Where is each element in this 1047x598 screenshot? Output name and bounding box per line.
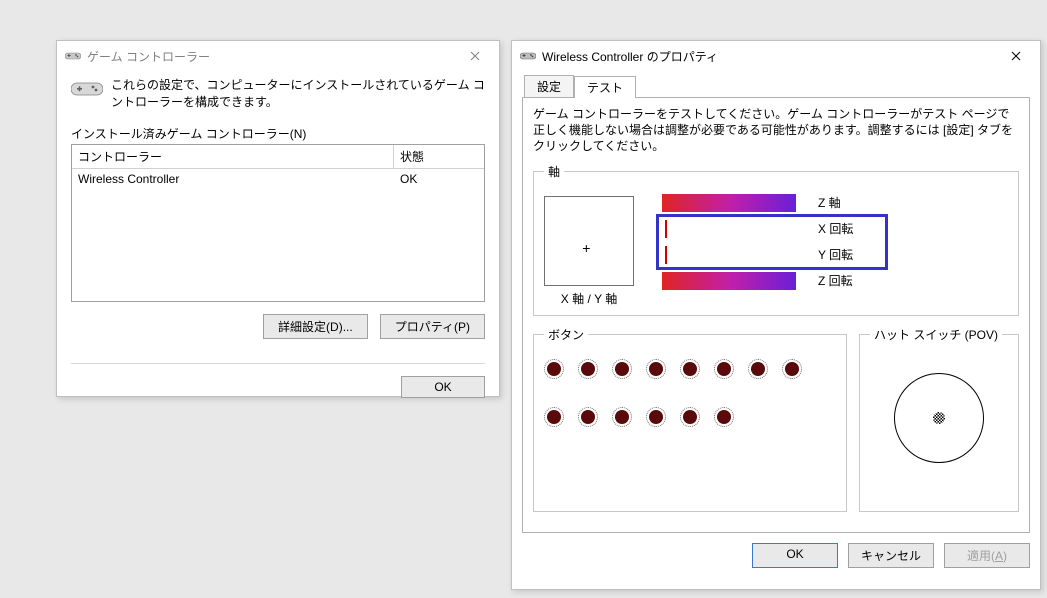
pov-center-icon: [933, 412, 945, 424]
button-indicator: [646, 407, 666, 427]
axis-label: Y 回転: [818, 246, 853, 263]
tab-test[interactable]: テスト: [574, 76, 636, 98]
axis-group: 軸 + X 軸 / Y 軸 Z 軸 X 回転 Y 回転 Z 回転: [533, 163, 1019, 316]
button-indicator: [612, 407, 632, 427]
cancel-button[interactable]: キャンセル: [848, 543, 934, 568]
axis-bar-row: Y 回転: [662, 242, 853, 268]
gamepad-large-icon: [71, 77, 103, 109]
button-indicator: [714, 359, 734, 379]
titlebar[interactable]: ゲーム コントローラー: [57, 41, 499, 71]
button-indicator: [544, 407, 564, 427]
axis-bar: [662, 194, 796, 212]
advanced-button[interactable]: 詳細設定(D)...: [263, 314, 368, 339]
apply-button[interactable]: 適用(A): [944, 543, 1030, 568]
pov-circle: [894, 373, 984, 463]
axis-bar: [662, 246, 796, 264]
buttons-group: ボタン: [533, 326, 847, 512]
axis-bar-row: Z 回転: [662, 268, 853, 294]
button-indicator: [612, 359, 632, 379]
tab-strip: 設定 テスト: [522, 75, 1030, 97]
axis-legend: 軸: [544, 163, 564, 180]
xy-caption: X 軸 / Y 軸: [544, 290, 634, 307]
list-label: インストール済みゲーム コントローラー(N): [71, 125, 485, 142]
xy-crosshair-icon: +: [582, 240, 590, 256]
window-title: Wireless Controller のプロパティ: [542, 48, 996, 65]
window-body: 設定 テスト ゲーム コントローラーをテストしてください。ゲーム コントローラー…: [512, 71, 1040, 576]
dialog-button-row: OK キャンセル 適用(A): [522, 543, 1030, 568]
gamepad-icon: [520, 48, 536, 64]
axis-bar-row: Z 軸: [662, 190, 853, 216]
buttons-legend: ボタン: [544, 326, 588, 343]
button-indicator: [578, 359, 598, 379]
col-header-status[interactable]: 状態: [394, 145, 484, 168]
close-icon[interactable]: [996, 44, 1036, 68]
pov-legend: ハット スイッチ (POV): [870, 326, 1002, 343]
titlebar[interactable]: Wireless Controller のプロパティ: [512, 41, 1040, 71]
gamepad-icon: [65, 48, 81, 64]
button-indicator: [646, 359, 666, 379]
axis-label: Z 軸: [818, 194, 841, 211]
window-body: これらの設定で、コンピューターにインストールされているゲーム コントローラーを構…: [57, 71, 499, 408]
intro-text: これらの設定で、コンピューターにインストールされているゲーム コントローラーを構…: [111, 77, 485, 111]
instruction-text: ゲーム コントローラーをテストしてください。ゲーム コントローラーがテスト ペー…: [533, 106, 1019, 155]
ok-button[interactable]: OK: [401, 376, 485, 398]
table-row[interactable]: Wireless ControllerOK: [72, 169, 484, 189]
xy-axis-box: +: [544, 196, 634, 286]
axis-bar-row: X 回転: [662, 216, 853, 242]
properties-button[interactable]: プロパティ(P): [380, 314, 485, 339]
pov-group: ハット スイッチ (POV): [859, 326, 1019, 512]
close-icon[interactable]: [455, 44, 495, 68]
cell-name: Wireless Controller: [72, 169, 394, 189]
controller-properties-window: Wireless Controller のプロパティ 設定 テスト ゲーム コン…: [511, 40, 1041, 590]
game-controllers-window: ゲーム コントローラー これらの設定で、コンピューターにインストールされているゲ…: [56, 40, 500, 397]
button-indicator: [578, 407, 598, 427]
controller-list[interactable]: コントローラー 状態 Wireless ControllerOK: [71, 144, 485, 302]
list-header: コントローラー 状態: [72, 145, 484, 169]
tab-settings[interactable]: 設定: [524, 75, 574, 97]
cell-status: OK: [394, 169, 484, 189]
button-indicator: [748, 359, 768, 379]
axis-label: X 回転: [818, 220, 853, 237]
button-indicator: [782, 359, 802, 379]
axis-label: Z 回転: [818, 272, 853, 289]
col-header-name[interactable]: コントローラー: [72, 145, 394, 168]
button-indicator: [544, 359, 564, 379]
axis-bar: [662, 272, 796, 290]
button-indicator: [680, 359, 700, 379]
button-indicator: [680, 407, 700, 427]
axis-bar: [662, 220, 796, 238]
ok-button[interactable]: OK: [752, 543, 838, 568]
button-indicator: [714, 407, 734, 427]
window-title: ゲーム コントローラー: [87, 48, 455, 65]
tab-panel: ゲーム コントローラーをテストしてください。ゲーム コントローラーがテスト ペー…: [522, 97, 1030, 533]
